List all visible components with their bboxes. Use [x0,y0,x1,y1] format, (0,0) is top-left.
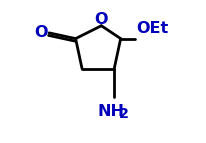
Text: O: O [94,12,108,27]
Text: NH: NH [97,104,124,119]
Text: O: O [34,25,48,40]
Text: 2: 2 [119,107,129,121]
Text: OEt: OEt [136,21,168,36]
